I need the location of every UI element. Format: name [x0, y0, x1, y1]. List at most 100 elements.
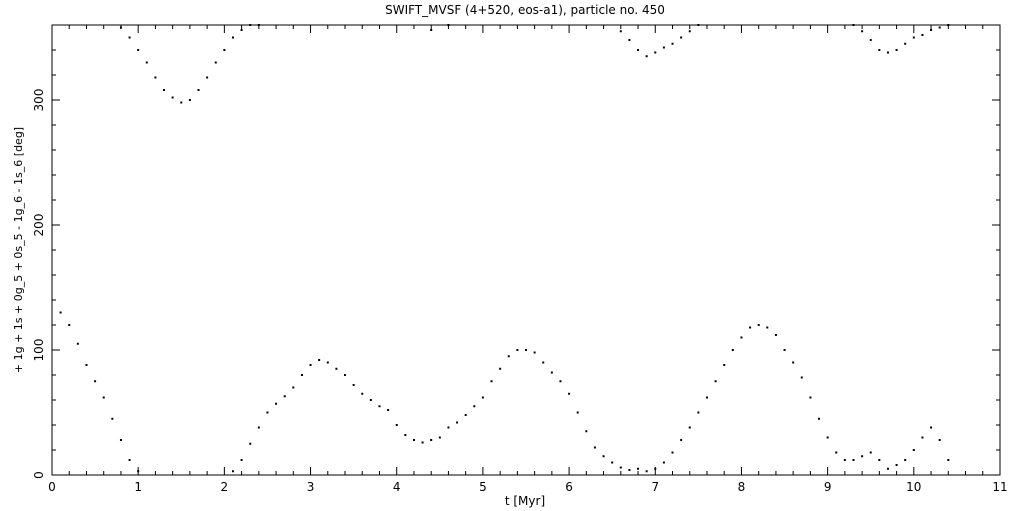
data-point — [818, 417, 821, 420]
data-point — [240, 29, 243, 31]
data-point — [550, 371, 553, 374]
data-point — [835, 451, 838, 454]
data-point — [878, 49, 881, 51]
data-point — [481, 396, 484, 399]
data-point — [352, 384, 355, 386]
data-point — [766, 326, 769, 329]
data-point — [490, 380, 493, 383]
data-point — [628, 39, 631, 41]
data-point — [947, 24, 950, 26]
data-point — [128, 36, 131, 39]
data-point — [800, 376, 803, 379]
data-point — [792, 361, 795, 364]
axis-ticks: 0 1 2 3 4 5 6 7 8 9 10 11 0 100 200 300 — [32, 24, 1008, 494]
data-point — [637, 49, 640, 51]
data-point — [206, 76, 209, 79]
data-point — [619, 30, 622, 33]
data-point — [852, 459, 855, 461]
data-point — [861, 455, 864, 458]
data-point — [231, 470, 234, 473]
data-point — [904, 459, 907, 461]
data-point — [257, 24, 260, 26]
data-point — [697, 411, 700, 414]
data-point — [662, 461, 665, 464]
data-point — [188, 99, 191, 101]
data-point — [895, 49, 898, 51]
data-point — [869, 451, 872, 454]
data-point — [662, 46, 665, 49]
data-point — [119, 26, 122, 29]
data-point — [499, 367, 502, 370]
data-point — [912, 449, 915, 451]
data-point — [593, 446, 596, 449]
data-point — [671, 42, 674, 45]
data-point — [688, 426, 691, 429]
data-point — [249, 442, 252, 445]
data-point — [163, 89, 166, 91]
data-point — [430, 29, 433, 31]
data-point — [421, 441, 424, 444]
data-points — [59, 24, 950, 473]
data-point — [249, 24, 252, 26]
data-point — [886, 51, 889, 54]
data-point — [257, 426, 260, 429]
data-point — [214, 61, 217, 64]
data-point — [947, 459, 950, 461]
data-point — [680, 439, 683, 441]
x-tick-label: 8 — [738, 480, 746, 494]
data-point — [749, 326, 752, 329]
data-point — [930, 29, 933, 31]
data-point — [886, 467, 889, 470]
x-tick-label: 2 — [221, 480, 229, 494]
data-point — [938, 26, 941, 29]
x-tick-label: 1 — [134, 480, 142, 494]
data-point — [533, 351, 536, 354]
data-point — [102, 396, 105, 399]
data-point — [921, 34, 924, 36]
data-point — [404, 434, 407, 436]
data-point — [671, 451, 674, 454]
data-point — [525, 349, 527, 351]
data-point — [697, 24, 700, 26]
data-point — [128, 459, 131, 461]
data-point — [111, 417, 114, 420]
data-point — [309, 364, 312, 366]
data-point — [938, 439, 941, 441]
y-tick-label: 200 — [32, 214, 46, 237]
data-point — [895, 464, 898, 466]
data-point — [576, 411, 579, 414]
data-point — [473, 405, 476, 408]
data-point — [438, 436, 441, 439]
data-point — [619, 466, 622, 469]
x-tick-label: 11 — [992, 480, 1007, 494]
data-point — [611, 461, 614, 464]
data-point — [559, 380, 562, 383]
x-tick-label: 6 — [565, 480, 573, 494]
data-point — [654, 467, 657, 470]
data-point — [861, 30, 864, 33]
data-point — [542, 361, 545, 364]
data-point — [137, 49, 140, 51]
data-point — [145, 61, 148, 64]
data-point — [714, 380, 717, 383]
data-point — [723, 364, 726, 366]
data-point — [809, 396, 812, 399]
data-point — [266, 411, 269, 414]
data-point — [447, 24, 450, 26]
data-point — [628, 469, 631, 471]
data-point — [231, 36, 234, 39]
data-point — [361, 392, 364, 395]
data-point — [223, 49, 226, 51]
data-point — [585, 430, 588, 433]
x-axis-label: t [Myr] — [505, 494, 545, 508]
data-point — [68, 324, 71, 326]
data-point — [378, 405, 381, 408]
data-point — [283, 395, 286, 398]
data-point — [197, 89, 200, 91]
data-point — [76, 342, 79, 345]
data-point — [240, 459, 243, 461]
data-point — [878, 459, 881, 461]
data-point — [602, 455, 605, 458]
data-point — [59, 311, 62, 314]
